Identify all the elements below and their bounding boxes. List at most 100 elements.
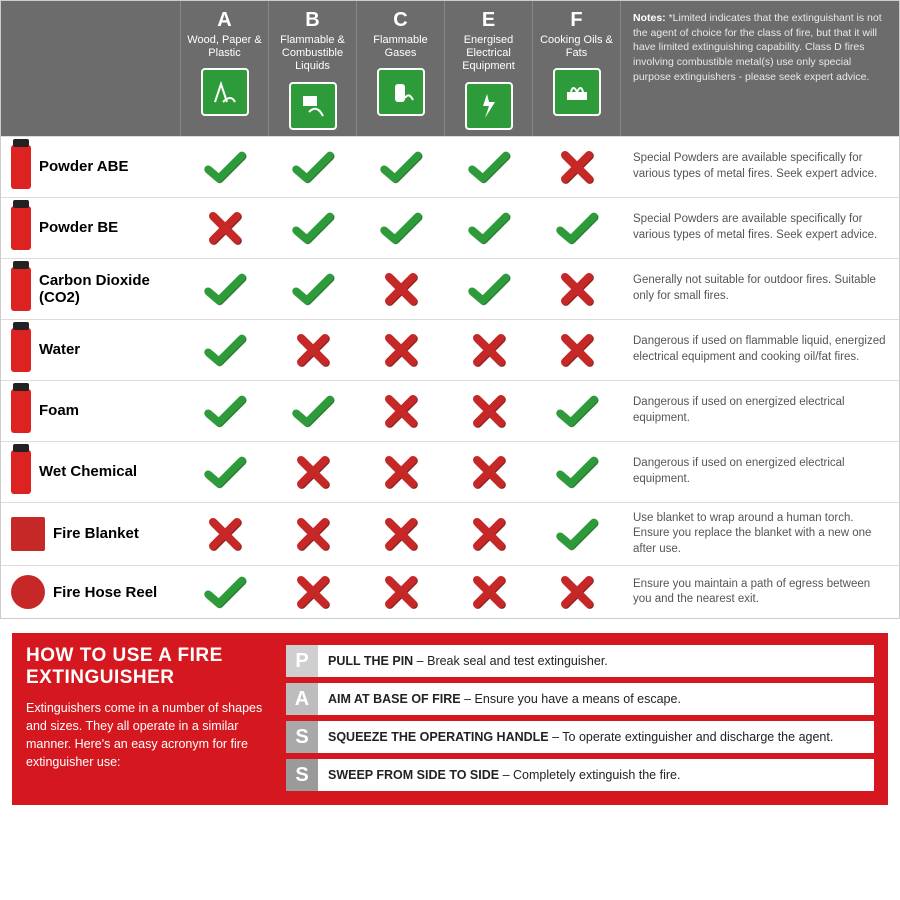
pass-letter: S <box>286 759 318 791</box>
row-note: Use blanket to wrap around a human torch… <box>621 502 899 566</box>
extinguisher-icon <box>11 450 31 494</box>
extinguisher-icon <box>11 267 31 311</box>
row-label: Foam <box>1 380 181 441</box>
extinguisher-icon <box>11 517 45 551</box>
col-b: B Flammable & Combustible Liquids <box>269 1 357 136</box>
compat-cell <box>269 502 357 566</box>
check-icon <box>554 208 600 248</box>
class-b-icon <box>289 82 337 130</box>
row-name: Wet Chemical <box>39 463 137 480</box>
row-label: Fire Hose Reel <box>1 565 181 618</box>
col-letter: E <box>449 9 528 32</box>
compat-cell <box>445 441 533 502</box>
compat-cell <box>445 197 533 258</box>
row-name: Water <box>39 341 80 358</box>
row-name: Powder BE <box>39 219 118 236</box>
compat-cell <box>445 319 533 380</box>
compat-cell <box>445 502 533 566</box>
cross-icon <box>202 514 248 554</box>
check-icon <box>290 147 336 187</box>
cross-icon <box>466 452 512 492</box>
row-note: Ensure you maintain a path of egress bet… <box>621 565 899 618</box>
compat-cell <box>533 380 621 441</box>
compat-cell <box>533 441 621 502</box>
check-icon <box>466 147 512 187</box>
pass-steps: P PULL THE PIN – Break seal and test exti… <box>286 645 874 791</box>
check-icon <box>466 208 512 248</box>
check-icon <box>290 208 336 248</box>
compat-cell <box>357 197 445 258</box>
pass-title: HOW TO USE A FIRE EXTINGUISHER <box>26 645 286 689</box>
compat-cell <box>181 319 269 380</box>
compat-cell <box>357 380 445 441</box>
check-icon <box>202 269 248 309</box>
row-label: Wet Chemical <box>1 441 181 502</box>
row-label: Powder ABE <box>1 136 181 197</box>
compat-cell <box>533 258 621 319</box>
cross-icon <box>466 572 512 612</box>
pass-text: SQUEEZE THE OPERATING HANDLE – To operat… <box>328 724 839 750</box>
pass-step: AAIM AT BASE OF FIRE – Ensure you have a… <box>286 683 874 715</box>
pass-intro: Extinguishers come in a number of shapes… <box>26 699 286 772</box>
col-label: Energised Electrical Equipment <box>449 34 528 74</box>
compat-cell <box>357 502 445 566</box>
row-note: Special Powders are available specifical… <box>621 136 899 197</box>
row-note: Special Powders are available specifical… <box>621 197 899 258</box>
pass-left: HOW TO USE A FIRE EXTINGUISHER Extinguis… <box>26 645 286 791</box>
compat-cell <box>181 380 269 441</box>
header-corner <box>1 1 181 136</box>
col-letter: B <box>273 9 352 32</box>
compat-cell <box>445 565 533 618</box>
col-label: Flammable & Combustible Liquids <box>273 34 352 74</box>
cross-icon <box>290 572 336 612</box>
compat-cell <box>269 441 357 502</box>
row-label: Carbon Dioxide (CO2) <box>1 258 181 319</box>
compat-cell <box>269 380 357 441</box>
cross-icon <box>378 269 424 309</box>
check-icon <box>202 391 248 431</box>
cross-icon <box>466 391 512 431</box>
compat-cell <box>357 565 445 618</box>
row-label: Water <box>1 319 181 380</box>
cross-icon <box>378 514 424 554</box>
row-note: Dangerous if used on energized electrica… <box>621 441 899 502</box>
compat-cell <box>357 319 445 380</box>
compat-cell <box>181 136 269 197</box>
pass-letter: S <box>286 721 318 753</box>
extinguisher-icon <box>11 575 45 609</box>
extinguisher-icon <box>11 145 31 189</box>
extinguisher-chart: A Wood, Paper & Plastic B Flammable & Co… <box>0 0 900 619</box>
row-name: Powder ABE <box>39 158 128 175</box>
compat-cell <box>445 258 533 319</box>
extinguisher-icon <box>11 389 31 433</box>
cross-icon <box>466 330 512 370</box>
col-label: Cooking Oils & Fats <box>537 34 616 60</box>
col-label: Flammable Gases <box>361 34 440 60</box>
check-icon <box>290 269 336 309</box>
cross-icon <box>290 514 336 554</box>
pass-letter: P <box>286 645 318 677</box>
pass-text: PULL THE PIN – Break seal and test extin… <box>328 648 614 674</box>
row-note: Dangerous if used on energized electrica… <box>621 380 899 441</box>
compat-cell <box>533 565 621 618</box>
col-f: F Cooking Oils & Fats <box>533 1 621 136</box>
check-icon <box>554 514 600 554</box>
row-name: Fire Blanket <box>53 525 139 542</box>
check-icon <box>202 330 248 370</box>
pass-step: SSWEEP FROM SIDE TO SIDE – Completely ex… <box>286 759 874 791</box>
cross-icon <box>378 330 424 370</box>
compat-cell <box>269 197 357 258</box>
compat-cell <box>181 441 269 502</box>
col-letter: C <box>361 9 440 32</box>
col-label: Wood, Paper & Plastic <box>185 34 264 60</box>
compat-cell <box>357 258 445 319</box>
compat-cell <box>533 502 621 566</box>
compat-cell <box>445 380 533 441</box>
row-label: Powder BE <box>1 197 181 258</box>
cross-icon <box>378 572 424 612</box>
check-icon <box>202 452 248 492</box>
cross-icon <box>554 572 600 612</box>
pass-panel: HOW TO USE A FIRE EXTINGUISHER Extinguis… <box>12 633 888 805</box>
cross-icon <box>202 208 248 248</box>
notes-header: Notes: *Limited indicates that the extin… <box>621 1 899 136</box>
